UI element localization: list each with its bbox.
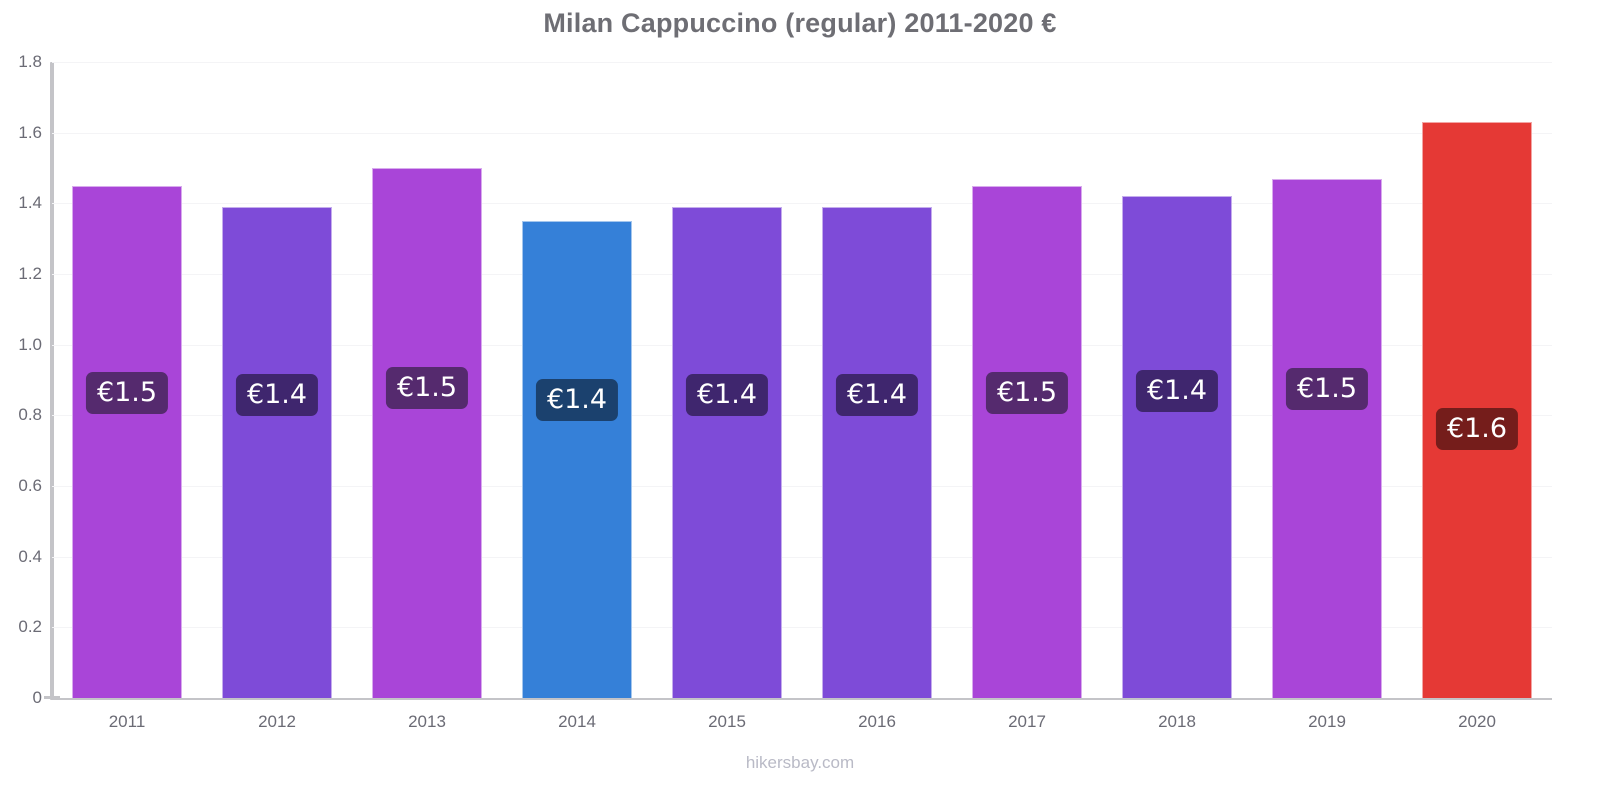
bar-group-2020[interactable]: €1.6 <box>1422 122 1532 698</box>
bar-value-label-2018: €1.4 <box>1135 370 1219 413</box>
bar-2012[interactable] <box>222 206 332 698</box>
x-axis-tick-label-2019: 2019 <box>1308 712 1346 731</box>
x-axis-tick-label-2020: 2020 <box>1458 712 1496 731</box>
bar-group-2018[interactable]: €1.4 <box>1122 196 1232 698</box>
gridline <box>52 274 1552 275</box>
bar-value-label-2016: €1.4 <box>835 373 919 416</box>
y-axis-tick-label: 1.4 <box>18 193 42 213</box>
x-axis-tick-label-2013: 2013 <box>408 712 446 731</box>
gridline <box>52 62 1552 63</box>
x-axis-tick-label-2011: 2011 <box>108 712 146 731</box>
bar-value-label-2014: €1.4 <box>535 379 619 422</box>
chart-title: Milan Cappuccino (regular) 2011-2020 € <box>543 8 1057 38</box>
gridline <box>52 698 1552 700</box>
bar-value-label-2013: €1.5 <box>385 367 469 410</box>
x-axis-tick-label-2015: 2015 <box>708 712 746 731</box>
y-axis-tick-label: 1.8 <box>18 52 42 71</box>
bar-group-2016[interactable]: €1.4 <box>822 206 932 698</box>
x-axis-tick-label-2018: 2018 <box>1158 712 1196 731</box>
bar-2019[interactable] <box>1272 178 1382 698</box>
bar-2011[interactable] <box>72 185 182 698</box>
plot-area: €1.5 €1.4 €1.5 €1.4 €1.4 €1.4 €1.5 €1.4 €1.5 €1.6 <box>52 62 1552 700</box>
y-axis-tick-label: 1.6 <box>18 122 42 142</box>
bar-2013[interactable] <box>372 168 482 698</box>
gridline <box>52 627 1552 629</box>
x-axis-tick-label-2016: 2016 <box>858 712 896 731</box>
bar-group-2019[interactable]: €1.5 <box>1272 178 1382 698</box>
x-axis-tick-label-2012: 2012 <box>258 712 296 731</box>
gridline <box>52 486 1552 487</box>
y-axis-zero-tick <box>44 696 60 699</box>
bar-2014[interactable] <box>522 221 632 698</box>
bar-2015[interactable] <box>672 206 782 698</box>
gridline <box>52 132 1552 134</box>
bar-group-2017[interactable]: €1.5 <box>972 185 1082 698</box>
bar-group-2012[interactable]: €1.4 <box>222 206 332 698</box>
y-axis-tick-label: 0.4 <box>18 546 42 566</box>
bar-value-label-2011: €1.5 <box>85 371 169 414</box>
y-axis-tick-label: 0 <box>32 688 42 707</box>
bar-group-2014[interactable]: €1.4 <box>522 221 632 698</box>
footer-credit: hikersbay.com <box>745 753 855 772</box>
bar-group-2015[interactable]: €1.4 <box>672 206 782 698</box>
bar-2018[interactable] <box>1122 196 1232 698</box>
gridline <box>52 203 1552 205</box>
y-axis-tick-label: 0.6 <box>18 476 42 495</box>
bar-group-2013[interactable]: €1.5 <box>372 168 482 698</box>
bar-value-label-2019: €1.5 <box>1285 367 1369 410</box>
y-axis-tick-label: 0.8 <box>18 405 42 425</box>
gridline <box>52 415 1552 417</box>
gridline <box>52 344 1552 346</box>
y-axis-line <box>50 62 54 700</box>
bar-2017[interactable] <box>972 185 1082 698</box>
bar-value-label-2015: €1.4 <box>685 373 769 416</box>
y-axis-tick-label: 1.2 <box>18 264 42 283</box>
bar-value-label-2017: €1.5 <box>985 371 1069 414</box>
x-axis-tick-label-2017: 2017 <box>1008 712 1046 731</box>
x-axis-tick-label-2014: 2014 <box>558 712 596 731</box>
gridline <box>52 556 1552 558</box>
bar-value-label-2012: €1.4 <box>235 373 319 416</box>
bar-group-2011[interactable]: €1.5 <box>72 185 182 698</box>
y-axis-tick-label: 0.2 <box>18 617 42 637</box>
bar-2016[interactable] <box>822 206 932 698</box>
bar-value-label-2020: €1.6 <box>1435 408 1519 451</box>
y-axis-tick-label: 1.0 <box>18 334 42 354</box>
